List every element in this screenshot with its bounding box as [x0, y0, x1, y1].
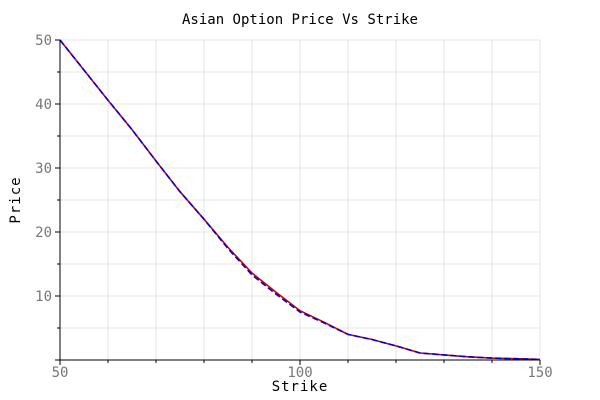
y-tick-label: 20: [35, 225, 52, 241]
x-axis-label: Strike: [272, 379, 329, 395]
chart-title: Asian Option Price Vs Strike: [182, 12, 418, 28]
series-group: [59, 39, 541, 361]
y-tick-label: 40: [35, 97, 52, 113]
y-axis-label: Price: [8, 176, 24, 223]
series-line-2: [59, 39, 541, 361]
x-tick-label: 100: [287, 365, 312, 381]
y-tick-label: 30: [35, 161, 52, 177]
y-tick-label: 50: [35, 33, 52, 49]
x-tick-label: 50: [52, 365, 69, 381]
axes: [55, 39, 541, 365]
tick-labels: 10 20 30 40 50 50 100 150: [35, 33, 553, 381]
y-tick-label: 10: [35, 289, 52, 305]
x-tick-label: 150: [527, 365, 552, 381]
